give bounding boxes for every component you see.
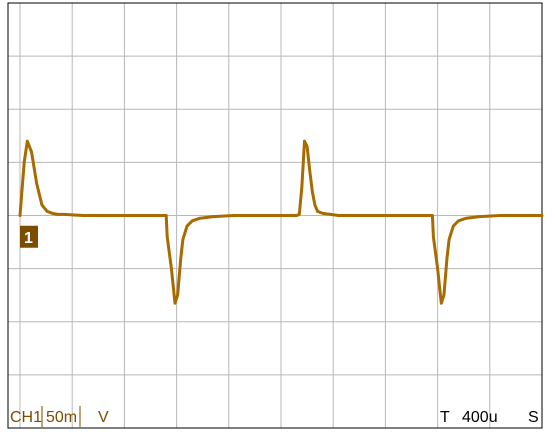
status-volts-per-div: 50m xyxy=(46,409,77,426)
status-time-unit: S xyxy=(528,409,539,426)
status-bar: CH1 50m V T 400u S xyxy=(10,406,539,427)
ch1-marker-label: 1 xyxy=(24,230,33,247)
status-volts-unit: V xyxy=(98,409,109,426)
ch1-level-marker: 1 xyxy=(20,225,38,248)
status-time-prefix: T xyxy=(440,409,450,426)
status-channel: CH1 xyxy=(10,409,42,426)
status-time-per-div: 400u xyxy=(462,409,498,426)
ch1-trace xyxy=(18,139,544,305)
ch1-marker-box xyxy=(20,225,38,248)
